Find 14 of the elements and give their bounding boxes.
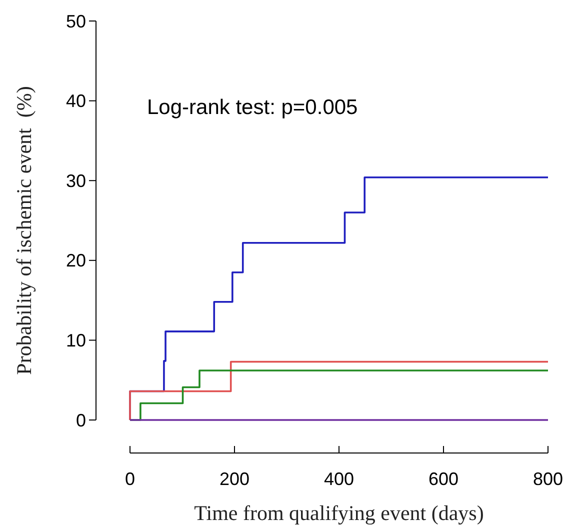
y-tick-label: 10 — [66, 330, 86, 350]
y-tick-label: 40 — [66, 91, 86, 112]
y-tick-label: 0 — [76, 410, 86, 430]
y-tick-label: 50 — [66, 11, 86, 32]
x-tick-label: 0 — [124, 469, 136, 489]
x-axis-title: Time from qualifying event (days) — [194, 501, 484, 525]
x-tick-label: 600 — [428, 469, 459, 489]
y-tick-label: 30 — [66, 170, 86, 191]
y-tick-label: 20 — [66, 250, 86, 271]
annotation: Log-rank test: p=0.005 — [147, 96, 358, 119]
x-tick-label: 800 — [532, 469, 564, 489]
x-tick-label: 400 — [324, 469, 354, 489]
x-tick-label: 200 — [219, 469, 250, 489]
y-axis-title: Probability of ischemic event (%) — [12, 86, 36, 375]
